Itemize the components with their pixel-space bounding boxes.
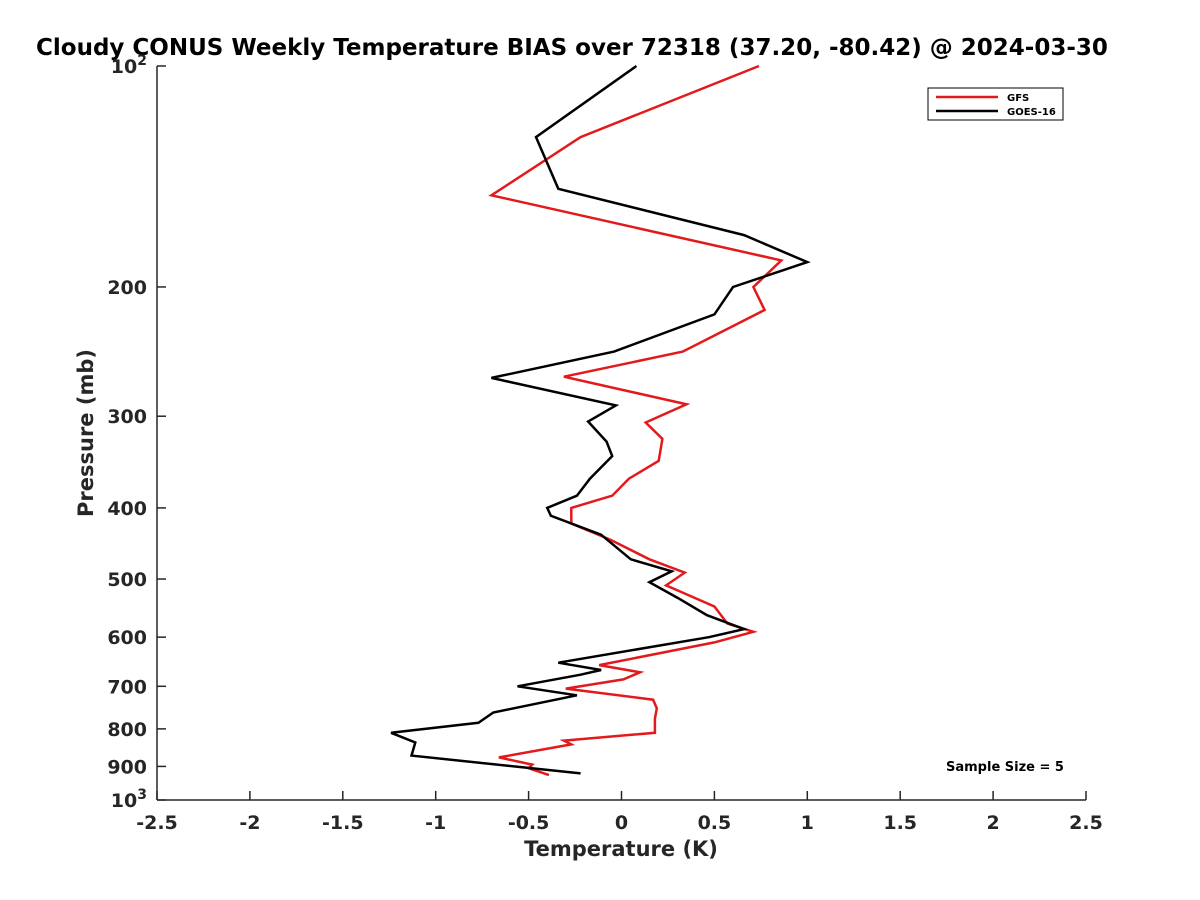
x-tick-label: -2.5 [136, 812, 178, 834]
y-tick-label: 700 [107, 676, 147, 698]
plot-area [157, 66, 1086, 800]
y-tick-label: 102 [111, 53, 147, 78]
y-tick-label: 500 [107, 569, 147, 591]
x-axis-label: Temperature (K) [524, 837, 718, 861]
x-tick-label: 1 [801, 812, 814, 834]
x-tick-label: -2 [239, 812, 260, 834]
y-tick-label: 600 [107, 627, 147, 649]
x-tick-label: 1.5 [883, 812, 917, 834]
y-tick-label: 300 [107, 406, 147, 428]
y-tick-label: 103 [111, 787, 147, 812]
x-tick-label: -1 [425, 812, 446, 834]
x-ticks: -2.5 -2 -1.5 -1 -0.5 0 0.5 1 1.5 2 2.5 [136, 791, 1103, 834]
x-tick-label: 2 [986, 812, 999, 834]
y-tick-label: 400 [107, 498, 147, 520]
sample-size-annotation: Sample Size = 5 [946, 760, 1064, 775]
legend-label-gfs: GFS [1007, 93, 1029, 104]
y-tick-label: 200 [107, 277, 147, 299]
y-tick-label: 800 [107, 719, 147, 741]
x-tick-label: 0 [615, 812, 628, 834]
legend-label-goes16: GOES-16 [1007, 107, 1056, 118]
chart-title: Cloudy CONUS Weekly Temperature BIAS ove… [36, 35, 1108, 61]
x-tick-label: 0.5 [698, 812, 732, 834]
series-line-goes16 [390, 64, 811, 775]
legend-box [927, 87, 1064, 121]
x-tick-label: -0.5 [508, 812, 550, 834]
legend: GFS GOES-16 [927, 87, 1064, 121]
y-ticks: 102 200 300 400 500 600 700 800 900 103 [107, 53, 166, 812]
x-tick-label: -1.5 [322, 812, 364, 834]
y-tick-label: 900 [107, 756, 147, 778]
series-layer [390, 64, 811, 777]
y-axis-label: Pressure (mb) [74, 349, 98, 517]
x-tick-label: 2.5 [1069, 812, 1103, 834]
series-line-gfs [488, 64, 784, 777]
